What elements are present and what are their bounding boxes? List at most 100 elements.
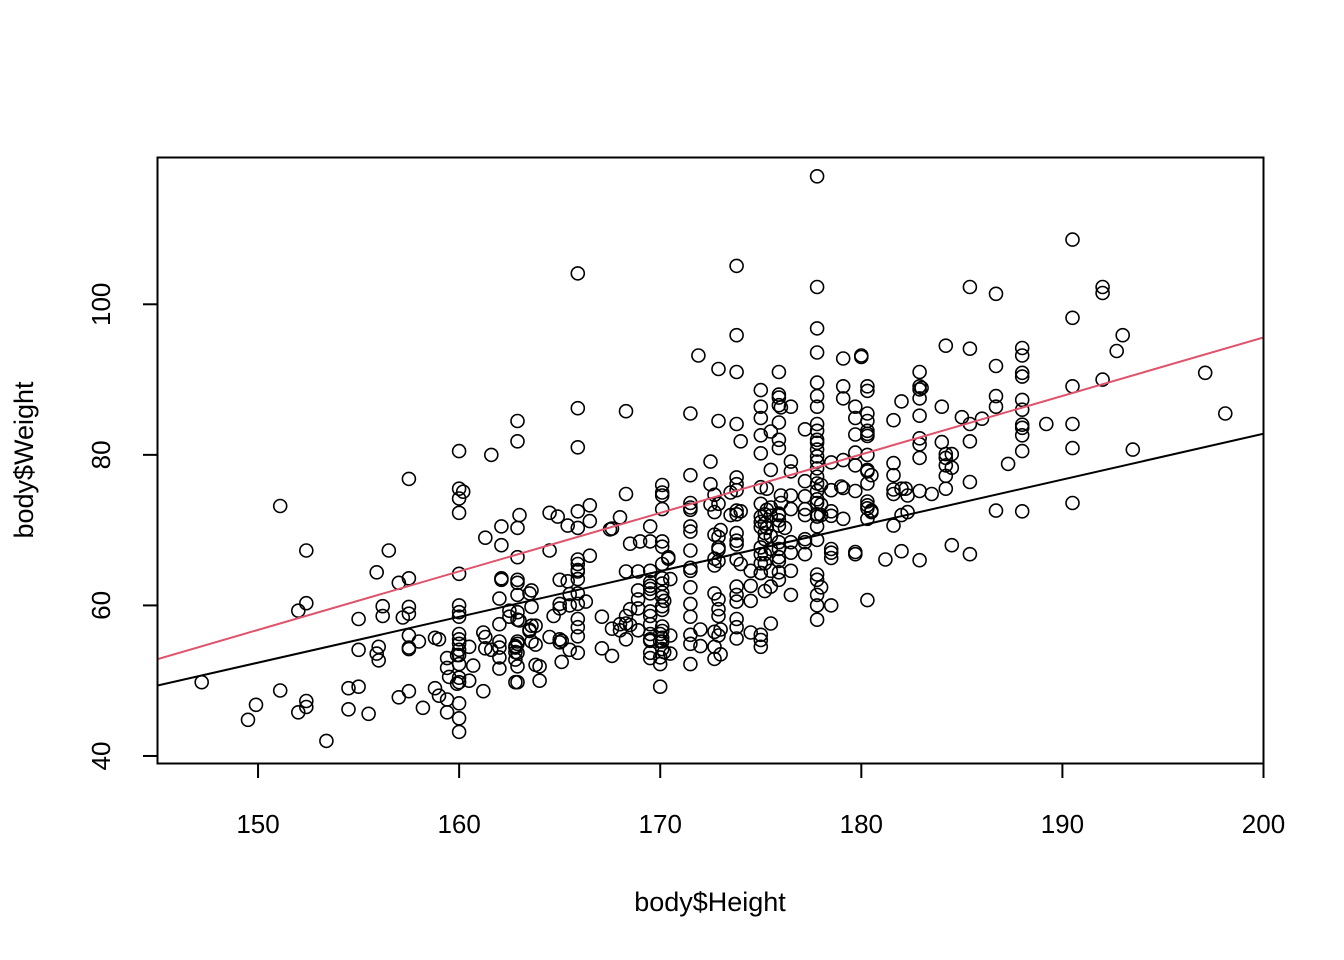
data-point xyxy=(809,612,825,628)
data-point xyxy=(554,654,570,670)
data-point xyxy=(510,636,525,652)
data-point xyxy=(570,400,586,416)
data-point xyxy=(886,455,901,471)
data-point xyxy=(298,693,314,709)
data-point xyxy=(654,585,670,600)
data-point xyxy=(492,591,507,606)
data-point xyxy=(369,646,385,661)
x-tick-label: 150 xyxy=(236,809,279,839)
data-point xyxy=(988,286,1004,302)
data-point xyxy=(900,504,915,520)
data-point xyxy=(554,633,570,649)
data-point xyxy=(729,416,744,432)
data-point xyxy=(1065,495,1080,511)
data-point xyxy=(451,642,467,658)
data-point xyxy=(451,636,467,652)
data-point xyxy=(713,646,728,662)
data-point xyxy=(771,553,787,569)
data-point xyxy=(642,563,658,579)
data-point xyxy=(797,546,813,562)
data-point xyxy=(847,458,863,473)
data-point xyxy=(560,518,576,533)
data-point xyxy=(703,454,718,469)
data-point xyxy=(771,397,787,413)
data-point xyxy=(753,382,769,398)
data-point xyxy=(847,546,863,562)
data-point xyxy=(783,488,799,503)
data-point xyxy=(524,583,539,598)
data-point xyxy=(401,641,417,657)
data-point xyxy=(683,636,698,652)
data-point xyxy=(654,501,670,517)
data-point xyxy=(622,617,638,633)
data-point xyxy=(431,631,447,647)
data-point xyxy=(809,169,825,184)
data-point xyxy=(894,394,909,409)
data-point xyxy=(729,327,744,343)
data-point xyxy=(461,639,477,655)
data-point xyxy=(510,413,525,429)
data-point xyxy=(510,575,525,591)
data-point xyxy=(431,688,447,704)
data-point xyxy=(729,506,744,522)
data-point xyxy=(510,604,525,620)
data-point xyxy=(860,383,875,399)
data-point xyxy=(886,412,901,428)
data-point xyxy=(809,587,825,603)
data-point xyxy=(542,505,557,521)
data-point xyxy=(783,464,799,479)
data-point xyxy=(642,534,658,549)
data-point xyxy=(451,443,467,459)
data-point xyxy=(912,364,927,380)
data-point xyxy=(743,593,759,609)
data-point xyxy=(809,416,825,432)
data-point xyxy=(847,399,863,415)
data-point xyxy=(713,622,728,637)
data-point xyxy=(1014,365,1030,381)
data-point xyxy=(582,497,598,513)
data-point xyxy=(1039,416,1054,432)
data-point xyxy=(654,619,670,634)
data-point xyxy=(924,486,940,502)
data-point xyxy=(461,673,477,689)
data-point xyxy=(763,508,779,524)
data-point xyxy=(783,545,799,561)
data-point xyxy=(341,680,356,696)
data-point xyxy=(743,625,759,640)
regression-line-1 xyxy=(157,432,1264,687)
data-point xyxy=(570,266,586,281)
data-point xyxy=(847,483,863,499)
data-point xyxy=(604,648,620,664)
data-point xyxy=(809,388,825,404)
data-point xyxy=(809,449,825,464)
data-point xyxy=(477,629,493,645)
data-point xyxy=(864,467,879,483)
data-point xyxy=(988,358,1004,374)
data-point xyxy=(853,348,869,363)
data-point xyxy=(974,411,990,427)
data-point xyxy=(451,647,467,663)
data-point xyxy=(729,533,744,549)
data-point xyxy=(683,519,698,534)
data-point xyxy=(753,627,769,643)
plot-marks xyxy=(157,169,1264,749)
data-point xyxy=(552,596,568,612)
data-point xyxy=(813,497,829,512)
data-point xyxy=(733,433,749,449)
x-axis: 150 160 170 180 190 200 xyxy=(236,762,1285,839)
data-point xyxy=(711,361,726,377)
data-point xyxy=(763,462,779,478)
data-point xyxy=(630,564,646,579)
data-point xyxy=(729,364,744,380)
data-point xyxy=(290,704,306,720)
data-point xyxy=(439,704,455,720)
data-point xyxy=(451,604,467,620)
data-point xyxy=(711,496,726,512)
data-point xyxy=(1095,279,1110,295)
data-point xyxy=(729,619,744,635)
data-point xyxy=(502,609,517,625)
data-point xyxy=(988,388,1004,404)
data-point xyxy=(477,640,493,656)
data-point xyxy=(864,504,879,520)
data-point xyxy=(451,656,467,672)
